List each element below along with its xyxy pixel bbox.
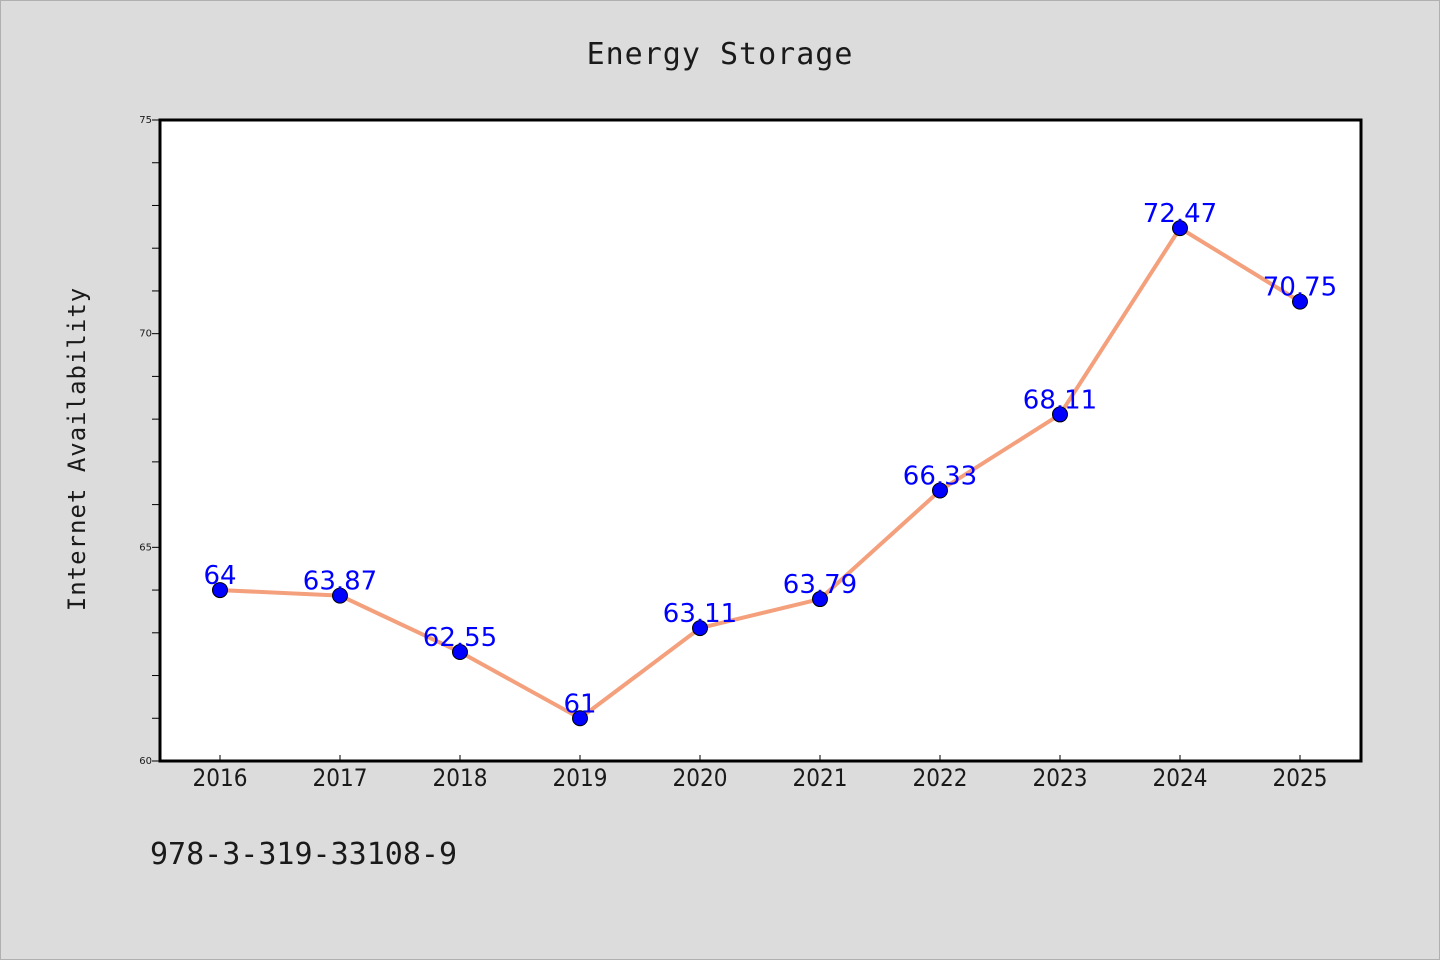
data-point-marker [1292,293,1308,310]
y-tick-label: 60 [139,756,152,767]
data-label: 70.75 [1263,273,1337,303]
data-point-marker [1172,220,1188,237]
x-tick-label: 2021 [793,764,848,792]
x-tick-label: 2020 [673,764,728,792]
y-tick-label: 70 [139,329,152,340]
data-label: 66.33 [903,461,977,491]
data-point-marker [212,582,228,599]
y-axis-ticks: 60 65 70 75 [139,115,160,767]
data-point-marker [692,620,708,637]
data-point-marker [932,482,948,499]
data-point-marker [452,644,468,661]
y-tick-label: 75 [139,115,152,126]
data-labels: 64 63.87 62.55 61 63.11 63.79 66.33 68.11 72.47 7… [203,199,1337,719]
plot-frame [158,118,1363,763]
data-point-marker [572,710,588,727]
series-group [212,220,1308,727]
data-point-marker [1052,406,1068,423]
data-point-marker [332,587,348,604]
plot-area [160,120,1361,761]
x-tick-label: 2016 [193,764,248,792]
x-tick-label: 2022 [913,764,968,792]
data-label: 64 [203,561,236,591]
x-tick-label: 2018 [433,764,488,792]
data-label: 72.47 [1143,199,1217,229]
x-tick-label: 2025 [1273,764,1328,792]
y-axis-label: Internet Availability [63,287,91,611]
x-tick-label: 2019 [553,764,608,792]
footer-code: 978-3-319-33108-9 [150,837,457,872]
chart-title: Energy Storage [587,37,854,72]
series-line [218,226,1302,721]
data-label: 63.87 [303,567,377,597]
data-label: 63.11 [663,599,737,629]
x-tick-label: 2017 [313,764,368,792]
x-axis-ticks: 2016 2017 2018 2019 2020 2021 2022 2023 2024 2025 [193,755,1328,792]
y-tick-label: 65 [139,542,152,553]
data-label: 63.79 [783,570,857,600]
data-point-marker [812,591,828,608]
x-tick-label: 2024 [1153,764,1208,792]
x-tick-label: 2023 [1033,764,1088,792]
data-label: 68.11 [1023,385,1097,415]
data-label: 61 [563,689,596,719]
data-label: 62.55 [423,623,497,653]
